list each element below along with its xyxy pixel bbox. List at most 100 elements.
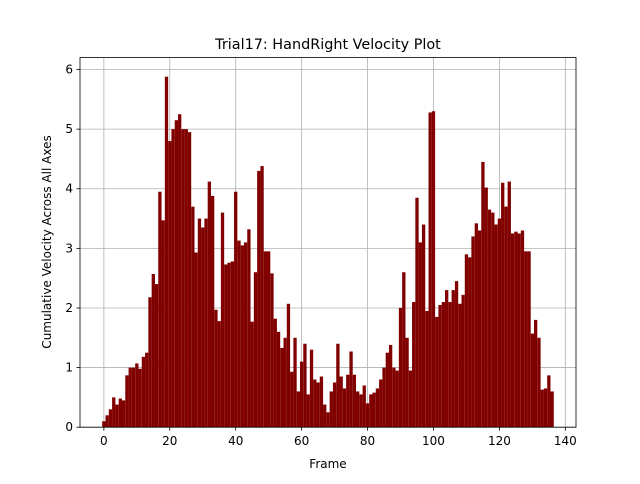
bar — [164, 76, 169, 428]
bar — [247, 229, 251, 428]
bar — [326, 412, 330, 428]
bar — [181, 129, 185, 428]
bar — [547, 375, 551, 428]
bar — [477, 230, 482, 428]
bar — [105, 415, 109, 428]
bar — [382, 367, 386, 428]
bar — [145, 352, 149, 428]
bar — [201, 227, 205, 428]
bar — [253, 272, 258, 428]
bar — [540, 389, 544, 428]
bar — [461, 294, 465, 428]
bar — [408, 370, 413, 428]
bar — [316, 382, 320, 428]
bar — [517, 233, 521, 428]
bar — [428, 112, 432, 428]
y-axis-label: Cumulative Velocity Across All Axes — [40, 135, 54, 348]
bar — [487, 209, 492, 428]
bar — [237, 240, 241, 428]
bar — [392, 367, 396, 428]
bar — [260, 166, 264, 428]
bar — [121, 400, 126, 428]
bar — [464, 254, 469, 428]
bar — [227, 262, 231, 428]
bar — [191, 206, 195, 428]
y-tick-label: 6 — [65, 63, 73, 77]
bar — [412, 302, 416, 428]
bar — [299, 361, 304, 428]
bar — [214, 309, 218, 428]
bar — [135, 363, 139, 428]
bar — [491, 212, 495, 428]
bar — [497, 218, 502, 428]
bar — [102, 421, 106, 428]
bar — [484, 187, 488, 428]
bar — [524, 251, 528, 428]
bar — [550, 391, 554, 428]
bar — [270, 273, 274, 428]
bar — [451, 290, 455, 428]
bar — [425, 310, 429, 428]
bar — [210, 195, 215, 428]
bar — [230, 261, 235, 428]
bar — [128, 367, 132, 428]
bar — [224, 264, 228, 428]
y-tick-label: 5 — [65, 122, 73, 136]
bar — [494, 224, 498, 428]
bar — [267, 251, 271, 428]
bar — [501, 182, 505, 428]
x-tick-label: 20 — [162, 434, 177, 448]
bar — [543, 388, 548, 428]
x-tick-label: 0 — [100, 434, 108, 448]
bar — [356, 391, 360, 428]
bar — [273, 318, 277, 428]
bar — [276, 331, 281, 428]
bar — [504, 206, 508, 428]
bar — [537, 337, 541, 428]
bar — [313, 379, 317, 428]
x-tick-label: 80 — [360, 434, 375, 448]
bar — [207, 181, 211, 428]
x-tick-label: 100 — [422, 434, 445, 448]
bar — [520, 230, 525, 428]
bar — [243, 242, 248, 428]
bar — [323, 404, 327, 428]
bar — [319, 376, 324, 428]
bar — [339, 376, 343, 428]
bar — [151, 273, 155, 428]
bar — [234, 191, 238, 428]
bar — [290, 371, 294, 428]
bar — [362, 385, 366, 428]
y-tick-label: 3 — [65, 241, 73, 255]
bar — [303, 343, 307, 428]
bar — [375, 388, 380, 428]
bar — [125, 375, 129, 428]
bar — [445, 290, 449, 428]
bar — [458, 303, 462, 428]
bar — [283, 337, 287, 428]
bar — [204, 218, 208, 428]
bar — [365, 403, 370, 428]
bar — [240, 245, 244, 428]
x-axis-label: Frame — [309, 457, 346, 471]
bar — [148, 297, 152, 428]
y-tick-label: 2 — [65, 301, 73, 315]
bar — [514, 231, 518, 428]
bar — [359, 394, 363, 428]
y-tick-label: 0 — [65, 420, 73, 434]
bar — [158, 191, 162, 428]
bar — [468, 257, 472, 428]
bar — [336, 343, 340, 428]
chart-title: Trial17: HandRight Velocity Plot — [214, 37, 441, 53]
bar — [141, 356, 146, 428]
bar — [174, 120, 179, 428]
bar — [379, 379, 383, 428]
bar — [263, 251, 268, 428]
bar — [332, 382, 337, 428]
bar — [507, 181, 511, 428]
y-tick-label: 1 — [65, 361, 73, 375]
bar — [448, 302, 452, 428]
bar — [197, 218, 202, 428]
bar — [438, 304, 442, 428]
